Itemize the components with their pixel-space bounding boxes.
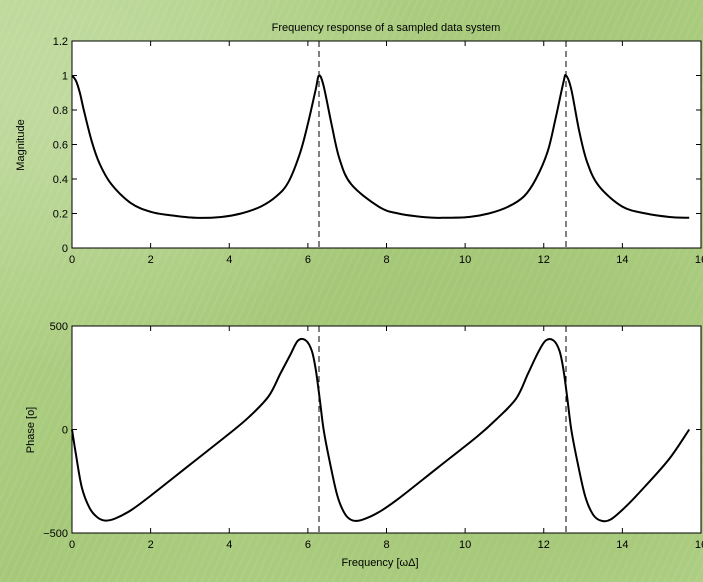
magnitude-x-tick-label: 8 [383, 254, 389, 266]
phase-x-ticks: 0 2 4 6 8 10 12 14 16 [69, 326, 703, 551]
phase-x-tick-label: 2 [148, 539, 154, 551]
phase-x-tick-label: 4 [226, 539, 232, 551]
magnitude-y-tick-label: 0.4 [53, 174, 68, 186]
phase-y-ticks: −500 0 500 [43, 321, 701, 540]
magnitude-x-tick-label: 0 [69, 254, 75, 266]
magnitude-x-tick-label: 2 [148, 254, 154, 266]
magnitude-y-label: Magnitude [15, 119, 27, 170]
phase-y-tick-label: 500 [50, 321, 68, 333]
phase-sampling-lines [318, 326, 567, 533]
magnitude-y-tick-label: 0.6 [53, 140, 68, 152]
magnitude-y-tick-label: 0.8 [53, 105, 68, 117]
magnitude-x-tick-label: 4 [226, 254, 232, 266]
phase-y-label: Phase [o] [25, 407, 37, 453]
magnitude-x-tick-label: 16 [695, 254, 703, 266]
phase-x-tick-label: 12 [538, 539, 550, 551]
phase-y-tick-label: 0 [62, 425, 68, 437]
chart-title: Frequency response of a sampled data sys… [272, 22, 501, 34]
phase-x-tick-label: 10 [459, 539, 471, 551]
phase-plot-area [71, 325, 702, 534]
phase-x-tick-label: 16 [695, 539, 703, 551]
magnitude-y-ticks: 0 0.2 0.4 0.6 0.8 1 1.2 [53, 36, 701, 255]
magnitude-x-tick-label: 12 [538, 254, 550, 266]
magnitude-y-tick-label: 1.2 [53, 36, 68, 48]
magnitude-x-tick-label: 10 [459, 254, 471, 266]
phase-panel: Phase [o] Frequency [ωΔ] 0 2 4 6 8 10 12 14 16 −… [25, 321, 703, 569]
magnitude-x-tick-label: 6 [305, 254, 311, 266]
phase-y-tick-label: −500 [43, 528, 68, 540]
magnitude-plot-area [71, 40, 702, 249]
phase-x-label: Frequency [ωΔ] [341, 557, 418, 569]
magnitude-x-tick-label: 14 [616, 254, 628, 266]
phase-x-tick-label: 0 [69, 539, 75, 551]
magnitude-x-ticks: 0 2 4 6 8 10 12 14 16 [69, 41, 703, 266]
phase-x-tick-label: 14 [616, 539, 628, 551]
phase-series-line [71, 337, 691, 523]
magnitude-panel: Frequency response of a sampled data sys… [15, 22, 703, 266]
phase-x-tick-label: 8 [383, 539, 389, 551]
magnitude-y-tick-label: 1 [62, 71, 68, 83]
magnitude-y-tick-label: 0 [62, 243, 68, 255]
magnitude-series-line [71, 74, 690, 219]
magnitude-y-tick-label: 0.2 [53, 209, 68, 221]
phase-x-tick-label: 6 [305, 539, 311, 551]
